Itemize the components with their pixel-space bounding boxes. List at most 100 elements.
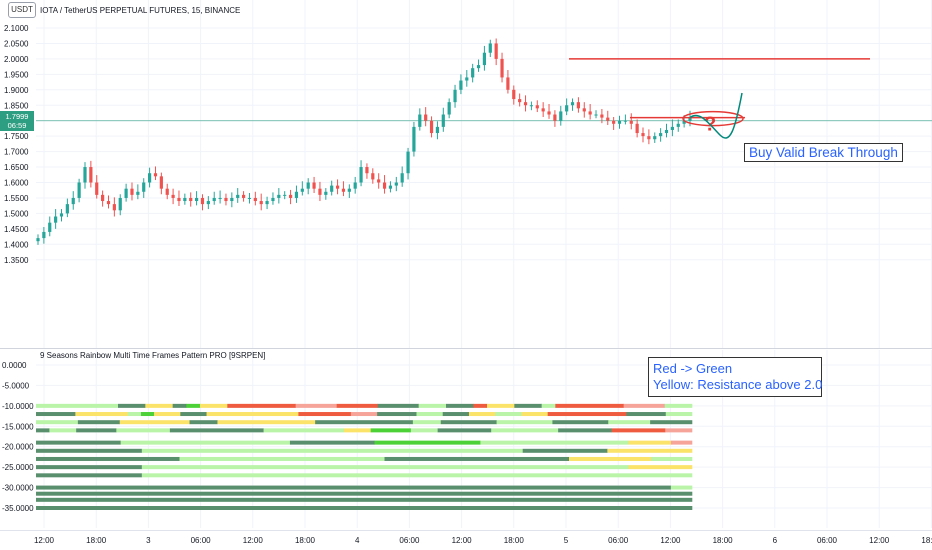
rainbow-segment (295, 403, 337, 408)
rainbow-segment (227, 403, 296, 408)
time-label: 18:00 (86, 536, 107, 545)
candle-body (435, 126, 440, 134)
rainbow-segment (665, 428, 693, 433)
candle-body (59, 213, 64, 217)
candle-body (112, 204, 116, 211)
candle-body (83, 167, 87, 183)
rainbow-segment (154, 412, 181, 417)
candle-body (559, 111, 563, 121)
rainbow-segment (118, 403, 146, 408)
price-label: 1.3500 (4, 256, 29, 265)
rainbow-segment (186, 403, 201, 408)
rainbow-segment (552, 420, 609, 425)
candle-body (265, 201, 269, 205)
candle-body (224, 197, 228, 202)
rainbow-segment (440, 420, 497, 425)
candle-body (400, 173, 404, 183)
candle-body (612, 120, 616, 124)
candle-body (388, 185, 393, 189)
candle-body (447, 102, 451, 115)
candle-body (247, 197, 252, 199)
candle-body (471, 68, 475, 78)
rainbow-segment (36, 428, 50, 433)
candle-body (77, 182, 81, 198)
rainbow-segment (298, 412, 352, 417)
time-label: 12:00 (34, 536, 55, 545)
rainbow-segment (36, 506, 693, 510)
rainbow-segment (36, 465, 143, 470)
candle-body (600, 114, 604, 118)
candle-body (312, 182, 316, 189)
indicator-title: 9 Seasons Rainbow Multi Time Frames Patt… (40, 351, 266, 360)
drawings-front: ? (569, 58, 870, 139)
rainbow-segment (514, 403, 542, 408)
indicator-scale-label: -35.0000 (2, 504, 34, 513)
rainbow-segment (119, 420, 190, 425)
candle-body (48, 222, 52, 232)
candle-body (676, 123, 680, 127)
candle-body (283, 194, 287, 196)
candle-body (494, 43, 498, 59)
price-label: 1.7500 (4, 132, 29, 141)
candlestick-series (36, 38, 692, 245)
rainbow-segment (289, 440, 375, 445)
bar-countdown: 06:59 (7, 120, 27, 130)
buy-note-annotation[interactable]: Buy Valid Break Through (744, 143, 903, 162)
candle-body (241, 194, 246, 198)
candle-body (377, 179, 381, 183)
legend-note-annotation[interactable]: Red -> Green Yellow: Resistance above 2.… (648, 357, 822, 397)
rainbow-segment (650, 420, 693, 425)
candle-body (212, 197, 216, 202)
rainbow-segment (36, 456, 180, 461)
candle-body (653, 136, 657, 140)
rainbow-segment (377, 403, 419, 408)
rainbow-segment (384, 456, 570, 461)
rainbow-segment (377, 412, 417, 417)
candle-body (200, 197, 205, 205)
currency-badge[interactable]: USDT (8, 2, 36, 18)
rainbow-indicator-rows (36, 403, 693, 510)
rainbow-segment (495, 412, 522, 417)
time-label: 06:00 (817, 536, 838, 545)
time-label: 18:00 (921, 536, 932, 545)
time-label: 12:00 (660, 536, 681, 545)
candle-body (617, 120, 622, 124)
price-label: 1.8500 (4, 101, 29, 110)
time-label: 18:00 (713, 536, 734, 545)
candle-body (635, 123, 639, 134)
time-label: 12:00 (869, 536, 890, 545)
candle-body (535, 105, 539, 109)
candle-body (553, 114, 557, 121)
time-label: 5 (564, 536, 569, 545)
candle-body (324, 191, 328, 195)
price-label: 2.1000 (4, 24, 29, 33)
candle-body (565, 105, 569, 112)
rainbow-segment (217, 420, 316, 425)
rainbow-segment (263, 428, 345, 433)
rainbow-segment (76, 428, 117, 433)
current-price-value: 1.7999 (5, 111, 29, 121)
candle-body (606, 117, 610, 121)
time-label: 18:00 (504, 536, 525, 545)
rainbow-segment (473, 403, 488, 408)
candle-body (365, 167, 369, 174)
candle-body (335, 185, 340, 189)
time-label: 3 (146, 536, 151, 545)
breakout-ellipse (682, 110, 744, 127)
time-label: 6 (773, 536, 778, 545)
candle-body (271, 197, 275, 202)
price-label: 1.4500 (4, 225, 29, 234)
rainbow-segment (626, 412, 667, 417)
indicator-scale-label: -15.0000 (2, 422, 34, 431)
candle-body (641, 133, 645, 137)
rainbow-segment (670, 440, 693, 445)
rainbow-segment (521, 412, 548, 417)
rainbow-segment (555, 403, 624, 408)
candle-body (136, 191, 140, 195)
candle-body (36, 238, 40, 242)
candle-body (482, 52, 487, 66)
candle-body (371, 173, 375, 180)
rainbow-segment (611, 428, 666, 433)
candle-body (394, 182, 398, 186)
